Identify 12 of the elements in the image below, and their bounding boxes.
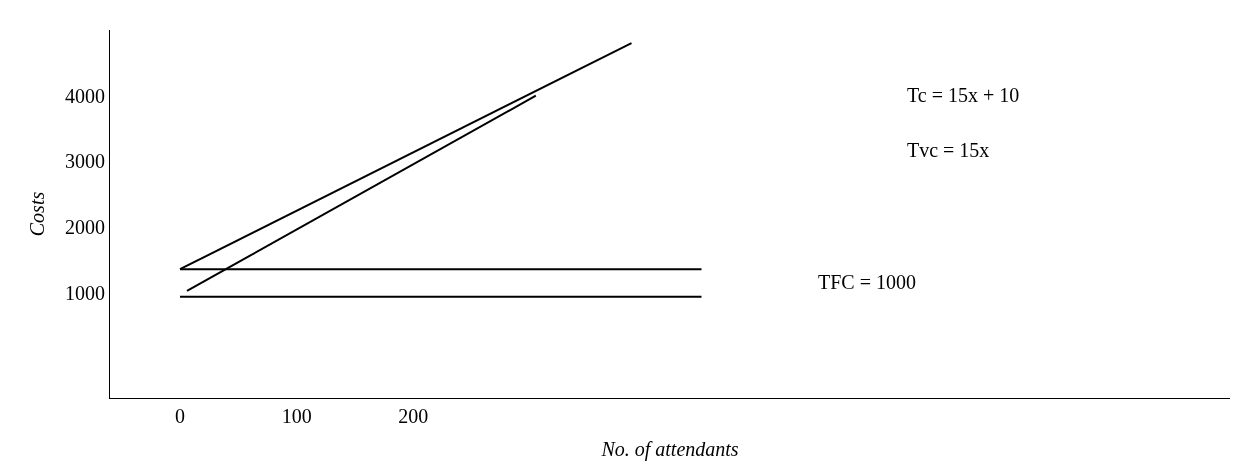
y-tick-label: 2000 — [65, 216, 105, 239]
annotation: Tvc = 15x — [907, 139, 990, 161]
y-tick-label: 1000 — [65, 281, 105, 304]
x-tick-label: 200 — [398, 405, 429, 427]
x-axis-title: No. of attendants — [600, 437, 739, 461]
y-tick-label: 4000 — [65, 84, 105, 107]
x-tick-label: 0 — [175, 405, 185, 427]
x-tick-label: 100 — [281, 405, 312, 427]
annotation: Tc = 15x + 10 — [907, 84, 1020, 106]
y-axis-title: Costs — [25, 191, 48, 237]
annotation: TFC = 1000 — [818, 271, 916, 293]
y-tick-label: 3000 — [65, 150, 105, 173]
